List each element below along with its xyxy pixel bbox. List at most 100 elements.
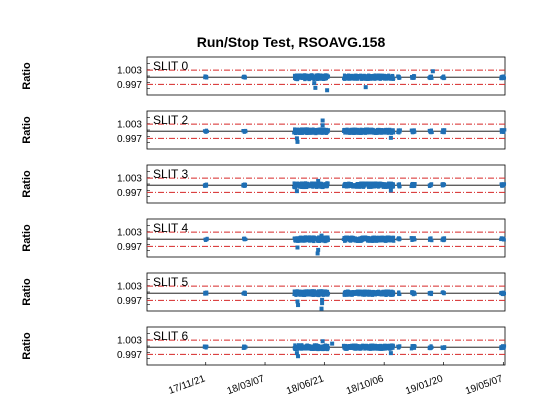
y-tick-label: 0.997 <box>117 296 142 307</box>
data-point <box>429 236 433 240</box>
data-point <box>412 236 416 240</box>
data-point <box>371 343 375 347</box>
data-point <box>430 76 434 80</box>
data-point <box>325 289 330 294</box>
data-point <box>317 127 321 131</box>
data-point <box>442 74 446 78</box>
y-tick-label: 1.003 <box>117 336 142 347</box>
data-point <box>389 77 393 81</box>
data-point <box>205 345 209 349</box>
data-point <box>392 76 396 80</box>
outlier-point <box>320 339 325 344</box>
outlier-point <box>319 306 324 311</box>
data-point <box>326 128 331 132</box>
data-point <box>341 343 346 348</box>
data-point <box>344 239 348 243</box>
data-point <box>412 128 416 132</box>
y-tick-label: 0.997 <box>117 242 142 253</box>
data-point <box>413 184 417 188</box>
data-point <box>397 182 402 186</box>
data-point <box>503 128 507 132</box>
data-point <box>392 291 396 295</box>
panel-slit-6: 1.003 0.997 Ratio SLIT 6 <box>21 326 507 366</box>
data-point <box>292 181 296 185</box>
outlier-point <box>388 351 393 356</box>
data-point <box>307 73 311 77</box>
outlier-point <box>295 299 300 304</box>
data-point <box>442 182 446 187</box>
x-tick-label: 18/06/21 <box>285 373 326 397</box>
y-tick-label: 1.003 <box>117 228 142 239</box>
chart-title: Run/Stop Test, RSOAVG.158 <box>197 34 386 50</box>
data-point <box>204 182 209 187</box>
data-point <box>303 131 307 135</box>
data-point <box>391 182 395 186</box>
data-point <box>398 130 402 134</box>
outlier-point <box>388 135 393 140</box>
data-point <box>205 292 209 296</box>
data-point <box>397 344 402 348</box>
data-point <box>385 347 389 351</box>
data-point <box>243 290 247 295</box>
y-tick-label: 1.003 <box>117 120 142 131</box>
x-tick-label: 17/11/21 <box>167 373 207 397</box>
y-axis-label: Ratio <box>21 278 33 306</box>
data-point <box>398 128 402 132</box>
panel-label: SLIT 3 <box>153 167 188 181</box>
data-point <box>315 77 319 82</box>
data-point <box>398 184 402 188</box>
y-tick-label: 0.997 <box>117 80 142 91</box>
data-point <box>502 182 507 186</box>
data-point <box>326 238 330 242</box>
data-point <box>391 185 396 189</box>
data-point <box>430 238 434 243</box>
data-point <box>326 74 331 78</box>
outlier-point <box>315 251 320 256</box>
outlier-point <box>316 247 321 252</box>
data-point <box>430 345 434 349</box>
y-tick-label: 0.997 <box>117 134 142 145</box>
data-point <box>326 235 330 239</box>
data-point <box>326 129 330 134</box>
panel-slit-4: 1.003 0.997 Ratio SLIT 4 <box>21 218 506 258</box>
data-point <box>371 182 375 186</box>
outlier-point <box>296 303 301 308</box>
data-point <box>502 130 506 134</box>
data-point <box>243 75 247 79</box>
data-point <box>442 291 446 295</box>
data-point <box>430 182 434 186</box>
y-axis-label: Ratio <box>21 62 33 90</box>
data-point <box>391 235 395 239</box>
data-point <box>387 73 391 77</box>
outlier-point <box>330 341 335 346</box>
panel-slit-5: 1.003 0.997 Ratio SLIT 5 <box>21 272 506 312</box>
data-point <box>244 345 248 349</box>
data-point <box>397 236 402 240</box>
data-point <box>292 131 296 135</box>
data-point <box>294 181 298 186</box>
data-point <box>502 74 506 78</box>
y-axis-label: Ratio <box>21 116 33 144</box>
outlier-point <box>316 178 321 183</box>
data-point <box>293 343 297 347</box>
x-tick-label: 18/03/07 <box>226 373 267 397</box>
data-point <box>429 74 434 78</box>
data-point <box>205 129 209 134</box>
data-point <box>391 128 395 132</box>
data-point <box>326 343 330 348</box>
data-point <box>367 236 371 240</box>
x-tick-label: 18/10/06 <box>345 373 386 397</box>
y-tick-label: 0.997 <box>117 188 142 199</box>
data-point <box>303 77 307 82</box>
data-point <box>205 236 209 240</box>
outlier-point <box>320 297 325 302</box>
data-point <box>301 290 305 294</box>
outlier-point <box>294 351 299 356</box>
outlier-point <box>319 233 324 238</box>
data-point <box>350 127 354 132</box>
data-point <box>244 237 248 241</box>
panel-label: SLIT 6 <box>153 329 188 343</box>
data-point <box>320 181 324 186</box>
data-point <box>366 77 370 81</box>
data-point <box>244 129 248 134</box>
